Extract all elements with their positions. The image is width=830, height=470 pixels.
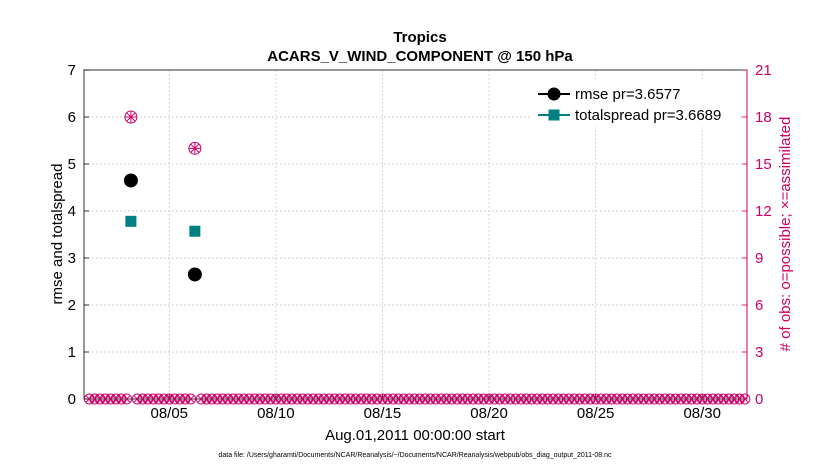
y-right-tick-label: 0 xyxy=(755,391,763,408)
data-file-footer: data file: /Users/gharamti/Documents/NCA… xyxy=(218,452,612,459)
x-axis-label: Aug.01,2011 00:00:00 start xyxy=(325,427,506,444)
y-right-tick-label: 6 xyxy=(755,297,763,314)
y-left-tick-label: 2 xyxy=(68,297,76,314)
y-left-tick-label: 6 xyxy=(68,109,76,126)
obs-possible-zero-marker xyxy=(121,393,133,405)
y-right-tick-label: 9 xyxy=(755,250,763,267)
x-tick-label: 08/20 xyxy=(470,405,508,422)
x-tick-label: 08/05 xyxy=(150,405,188,422)
legend-rmse-label: rmse pr=3.6577 xyxy=(575,86,680,103)
y-axis-right-label: # of obs: o=possible; ×=assimilated xyxy=(777,117,794,352)
y-left-tick-label: 4 xyxy=(68,203,76,220)
y-right-tick-label: 21 xyxy=(755,62,772,79)
x-tick-label: 08/10 xyxy=(257,405,295,422)
y-axis-left-label: rmse and totalspread xyxy=(49,164,66,305)
obs-assimilated-zero-marker xyxy=(186,395,195,403)
y-right-tick-label: 18 xyxy=(755,109,772,126)
x-tick-label: 08/30 xyxy=(683,405,721,422)
legend-totalspread-label: totalspread pr=3.6689 xyxy=(575,107,721,124)
obs-assimilated-zero-marker xyxy=(122,395,131,403)
y-left-tick-label: 3 xyxy=(68,250,76,267)
legend-box xyxy=(532,79,740,127)
obs-assimilated-marker xyxy=(188,142,201,155)
y-right-tick-label: 3 xyxy=(755,344,763,361)
chart-title: Tropics xyxy=(393,29,446,46)
data-marks xyxy=(83,110,751,405)
y-left-tick-label: 0 xyxy=(68,391,76,408)
y-right-tick-label: 12 xyxy=(755,203,772,220)
rmse-point xyxy=(187,267,202,282)
y-left-tick-label: 5 xyxy=(68,156,76,173)
rmse-point xyxy=(123,173,138,188)
x-tick-label: 08/15 xyxy=(364,405,402,422)
legend-totalspread-marker xyxy=(548,109,560,121)
obs-assimilated-zero-marker xyxy=(741,395,749,403)
chart-subtitle: ACARS_V_WIND_COMPONENT @ 150 hPa xyxy=(267,48,573,65)
totalspread-point xyxy=(125,215,137,227)
totalspread-point xyxy=(189,225,201,237)
y-left-tick-label: 7 xyxy=(68,62,76,79)
y-right-tick-label: 15 xyxy=(755,156,772,173)
y-left-tick-label: 1 xyxy=(68,344,76,361)
legend-rmse-marker xyxy=(547,87,561,101)
obs-possible-zero-marker xyxy=(185,393,197,405)
obs-assimilated-marker xyxy=(124,111,137,123)
axis-ticks: 08/05 08/10 08/15 08/20 08/25 08/300123456703… xyxy=(68,62,772,422)
obs-possible-zero-marker xyxy=(739,393,751,405)
legend: rmse pr=3.6577 totalspread pr=3.6689 xyxy=(532,79,740,127)
x-tick-label: 08/25 xyxy=(577,405,615,422)
